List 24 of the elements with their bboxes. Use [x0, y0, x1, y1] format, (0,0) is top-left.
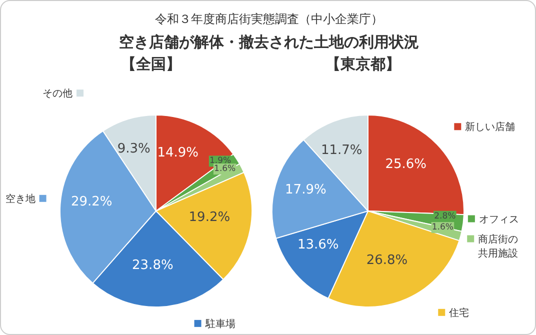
legend-label: 商店街の共用施設: [478, 233, 518, 260]
text: 令和３年度商店街実態調査（中小企業庁）: [154, 11, 384, 28]
data-label: 9.3%: [117, 142, 150, 157]
chart-title: 【東京都】: [324, 55, 402, 74]
legend-label: オフィス: [478, 214, 519, 226]
data-label: 11.7%: [320, 142, 362, 158]
data-label: 14.9%: [157, 145, 199, 160]
slice-label: 駐車場: [204, 318, 236, 330]
data-label: 2.8%: [434, 211, 456, 222]
data-label: 17.9%: [285, 182, 326, 198]
legend-label: その他: [42, 88, 73, 100]
data-label: 29.2%: [70, 194, 112, 210]
data-label: 26.8%: [366, 252, 408, 268]
legend-label: 空き地: [5, 192, 36, 205]
chart-title: 【全国】: [120, 55, 182, 74]
legend-label: 住宅: [449, 306, 470, 319]
data-label: 1.6%: [214, 164, 236, 174]
data-label: 19.2%: [188, 210, 230, 225]
legend-label: 新しい店舗: [465, 121, 516, 134]
data-label: 1.6%: [432, 222, 454, 233]
data-label: 23.8%: [132, 258, 174, 273]
data-label: 13.6%: [297, 238, 339, 253]
text: 空き店舗が解体・撤去された土地の利用状況: [118, 33, 420, 52]
data-label: 25.6%: [385, 157, 427, 172]
